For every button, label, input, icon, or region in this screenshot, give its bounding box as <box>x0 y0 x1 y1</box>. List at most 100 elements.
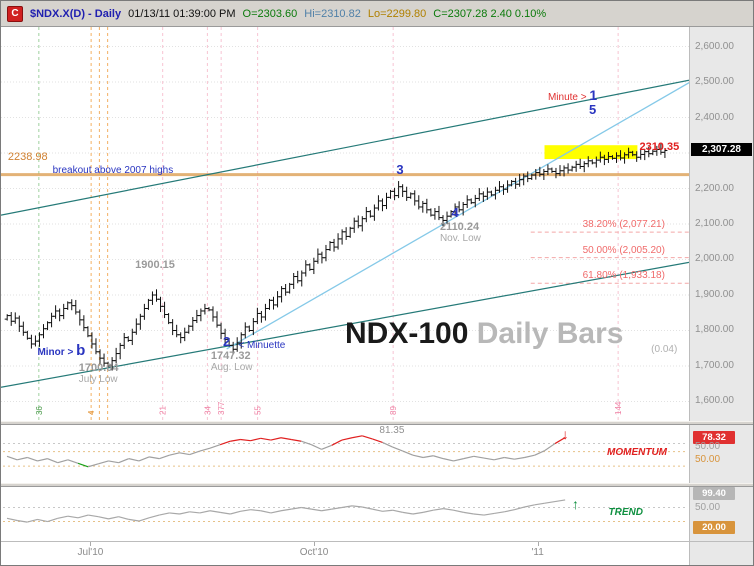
indicator-line-segment <box>544 443 556 452</box>
indicator-line-segment <box>422 509 434 513</box>
indicator-line-segment <box>17 519 28 523</box>
indicator-line-segment <box>240 509 251 512</box>
indicator-line-segment <box>321 508 332 512</box>
indicator-line-segment <box>260 510 271 514</box>
indicator-line-segment <box>463 455 474 460</box>
indicator-line-segment <box>88 463 99 468</box>
indicator-line-segment <box>372 508 383 512</box>
indicator-line-segment <box>554 499 566 503</box>
trend-svg <box>3 499 687 523</box>
momentum-row: 81.35 MOMENTUM ↓ 78.32 50.00 50.00 <box>1 425 753 483</box>
indicator-line-segment <box>169 452 180 456</box>
indicator-tick-label: 50.00 <box>695 453 721 465</box>
indicator-tick-label: 50.00 <box>695 441 721 453</box>
fib-time-label: 377 <box>217 401 226 415</box>
indicator-line-segment <box>554 437 566 445</box>
indicator-line-segment <box>199 447 211 452</box>
indicator-line-segment <box>57 459 69 464</box>
indicator-line-segment <box>433 508 444 511</box>
fib-time-label: 55 <box>254 406 263 415</box>
indicator-line-segment <box>148 456 160 460</box>
indicator-line-segment <box>291 438 302 442</box>
indicator-line-segment <box>443 508 454 511</box>
indicator-line-segment <box>260 437 271 441</box>
indicator-line-segment <box>331 506 342 510</box>
indicator-line-segment <box>57 515 69 519</box>
momentum-svg <box>3 435 687 468</box>
indicator-line-segment <box>463 511 474 515</box>
indicator-value-badge: 78.32 <box>693 430 735 444</box>
indicator-line-segment <box>372 438 383 443</box>
price-axis[interactable]: 2,307.28 2,600.00 2,500.00 2,400.00 2,200.0… <box>689 27 753 421</box>
indicator-line-segment <box>209 510 221 513</box>
momentum-plot[interactable]: 81.35 MOMENTUM ↓ <box>1 425 689 483</box>
panel-splitter[interactable] <box>1 421 753 425</box>
indicator-line-segment <box>362 435 373 440</box>
indicator-line-segment <box>37 518 48 523</box>
indicator-line-segment <box>544 500 556 504</box>
trend-axis[interactable]: 99.40 50.00 20.00 <box>689 487 753 541</box>
indicator-line-segment <box>524 504 535 508</box>
price-tick-label: 2,000.00 <box>695 253 734 265</box>
indicator-line-segment <box>6 517 18 522</box>
price-tick-label: 2,400.00 <box>695 111 734 123</box>
fib-time-label: 34 <box>203 406 212 415</box>
time-axis[interactable]: Jul'10 Oct'10 '11 <box>1 541 753 565</box>
price-chart-svg: 36 4 21 34 377 55 89 144 <box>1 27 689 421</box>
momentum-axis[interactable]: 78.32 50.00 50.00 <box>689 425 753 483</box>
indicator-line-segment <box>392 446 404 452</box>
indicator-line-segment <box>67 459 79 464</box>
chart-type-icon: C <box>7 5 23 22</box>
indicator-line-segment <box>270 510 282 514</box>
indicator-line-segment <box>77 462 89 468</box>
indicator-line-segment <box>382 509 393 512</box>
channel-lower-line <box>1 261 689 388</box>
indicator-line-segment <box>37 458 48 462</box>
indicator-line-segment <box>483 512 495 516</box>
indicator-line-segment <box>179 452 190 456</box>
indicator-line-segment <box>473 513 485 516</box>
indicator-line-segment <box>311 444 322 450</box>
indicator-line-segment <box>17 456 28 461</box>
indicator-line-segment <box>47 517 58 523</box>
indicator-line-segment <box>412 454 424 459</box>
indicator-line-segment <box>331 439 343 446</box>
channel-upper-line <box>1 79 689 216</box>
indicator-line-segment <box>291 506 302 510</box>
indicator-line-segment <box>392 509 403 513</box>
indicator-line-segment <box>412 511 424 515</box>
indicator-line-segment <box>240 438 251 442</box>
indicator-line-segment <box>483 457 495 461</box>
indicator-line-segment <box>514 506 525 511</box>
indicator-line-segment <box>270 437 282 441</box>
indicator-line-segment <box>514 456 525 460</box>
time-tick <box>90 542 92 546</box>
indicator-line-segment <box>341 437 353 441</box>
indicator-line-segment <box>524 454 535 459</box>
indicator-line-segment <box>433 455 444 460</box>
price-chart-plot[interactable]: 36 4 21 34 377 55 89 144 38.20% (2,077.21) 50.00… <box>1 27 689 421</box>
momentum-label: MOMENTUM <box>607 447 667 458</box>
trend-plot[interactable]: TREND ↑ <box>1 487 689 541</box>
panel-splitter[interactable] <box>1 483 753 487</box>
indicator-line-segment <box>27 456 38 462</box>
price-tick-label: 2,200.00 <box>695 182 734 194</box>
indicator-line-segment <box>230 438 241 442</box>
trend-label: TREND <box>608 507 643 518</box>
indicator-line-segment <box>494 511 505 515</box>
indicator-line-segment <box>301 506 312 510</box>
indicator-line-segment <box>77 514 89 519</box>
indicator-line-segment <box>422 455 434 459</box>
indicator-line-segment <box>534 449 546 456</box>
indicator-line-segment <box>88 514 99 518</box>
price-chart-row: 36 4 21 34 377 55 89 144 38.20% (2,077.21) 50.00… <box>1 27 753 421</box>
bar-datetime: 01/13/11 01:39:00 PM <box>128 7 236 20</box>
indicator-line-segment <box>138 456 150 462</box>
indicator-line-segment <box>280 437 292 441</box>
price-tick-label: 2,500.00 <box>695 76 734 88</box>
close-value: C=2307.28 2.40 0.10% <box>433 7 547 20</box>
indicator-line-segment <box>301 440 312 446</box>
indicator-line-segment <box>6 455 18 461</box>
indicator-line-segment <box>504 456 515 460</box>
